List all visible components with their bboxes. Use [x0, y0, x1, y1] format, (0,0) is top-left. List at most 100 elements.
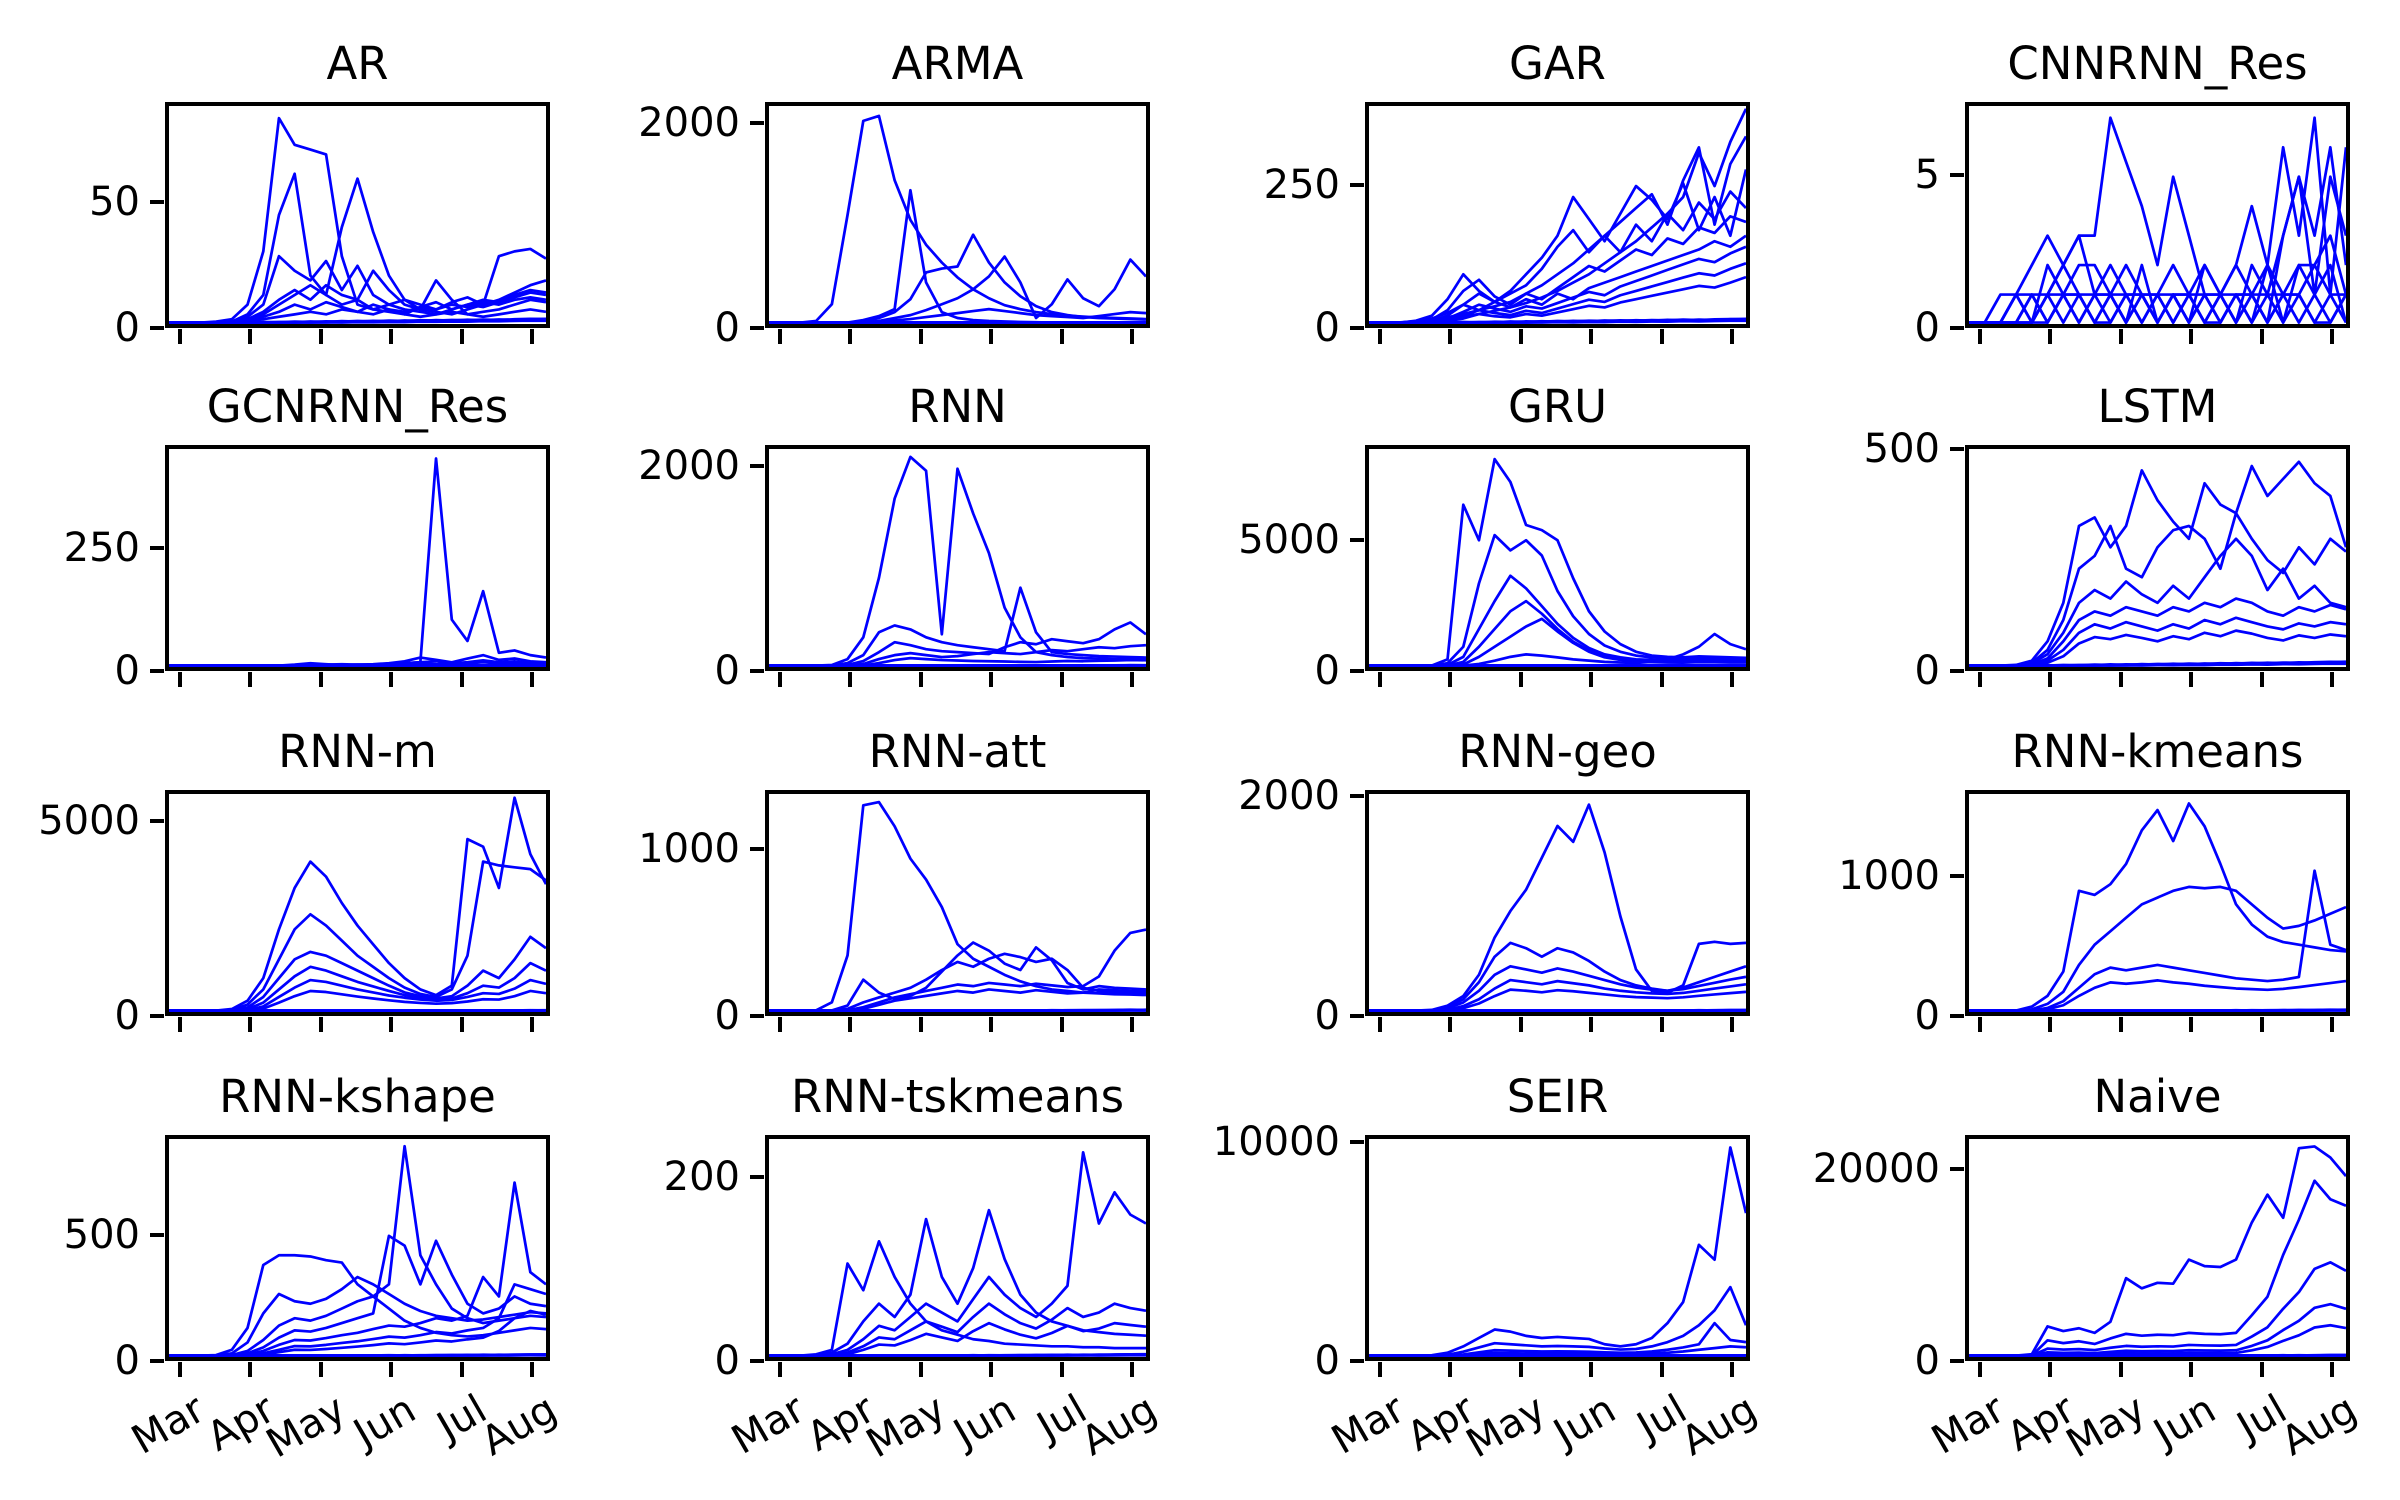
x-tick — [778, 1362, 782, 1377]
x-tick — [1730, 1017, 1735, 1032]
x-tick — [318, 1017, 323, 1032]
series-line — [1369, 1146, 1746, 1357]
series-line — [769, 941, 1146, 1012]
x-tick — [918, 1362, 923, 1377]
y-tick-label: 0 — [1914, 305, 1940, 351]
series-plot-naive — [1969, 1145, 2346, 1357]
subplot-title-lstm: LSTM — [2097, 380, 2218, 433]
x-tick — [1059, 329, 1064, 344]
series-plot-rnn-kmeans — [1969, 802, 2346, 1012]
series-line — [1369, 457, 1746, 667]
x-tick — [1059, 672, 1064, 687]
x-tick — [1659, 1362, 1664, 1377]
series-line — [169, 1181, 546, 1357]
x-tick — [1978, 1017, 1982, 1032]
y-tick — [1950, 1166, 1964, 1171]
y-tick — [1950, 1359, 1964, 1363]
series-line — [1969, 662, 2346, 667]
series-line — [169, 1275, 546, 1357]
series-line — [1969, 629, 2346, 667]
series-plot-rnn-att — [769, 800, 1146, 1012]
y-tick — [150, 546, 164, 551]
y-tick — [750, 463, 764, 468]
series-line — [1969, 1261, 2346, 1357]
y-tick — [150, 819, 164, 824]
y-tick — [150, 1014, 164, 1018]
x-tick — [2330, 1017, 2335, 1032]
x-tick — [389, 329, 394, 344]
series-line — [1969, 802, 2346, 1012]
x-tick — [848, 1362, 853, 1377]
x-tick — [178, 672, 182, 687]
series-plot-rnn-m — [169, 796, 546, 1012]
x-tick — [1978, 1362, 1982, 1377]
subplot-title-gcnrnn-res: GCNRNN_Res — [206, 380, 509, 433]
plot-area-gcnrnn-res — [165, 445, 550, 671]
x-tick — [1518, 1017, 1523, 1032]
x-tick — [778, 672, 782, 687]
y-tick-label: 5000 — [1238, 516, 1340, 563]
subplot-title-seir: SEIR — [1506, 1070, 1609, 1123]
subplot-title-rnn-kshape: RNN-kshape — [219, 1070, 496, 1123]
series-line — [169, 319, 546, 324]
x-tick — [2048, 329, 2053, 344]
y-tick — [750, 1014, 764, 1018]
series-plot-rnn-kshape — [169, 1144, 546, 1357]
y-tick-label: 250 — [1263, 161, 1340, 208]
series-line — [769, 586, 1146, 667]
x-tick — [178, 1362, 182, 1377]
subplot-title-rnn-geo: RNN-geo — [1458, 725, 1657, 778]
x-tick — [1589, 672, 1594, 687]
series-line — [1369, 190, 1746, 324]
series-plot-seir — [1369, 1146, 1746, 1357]
x-tick — [2118, 329, 2123, 344]
series-plot-gcnrnn-res — [169, 457, 546, 667]
y-tick — [1350, 537, 1364, 542]
series-line — [1969, 1179, 2346, 1357]
series-line — [1369, 215, 1746, 324]
subplot-title-gar: GAR — [1509, 37, 1606, 90]
subplot-title-cnnrnn-res: CNNRNN_Res — [2007, 37, 2308, 90]
x-tick — [1130, 1362, 1135, 1377]
x-tick — [1378, 329, 1382, 344]
y-tick-label: 0 — [1314, 305, 1340, 351]
plot-area-rnn-geo — [1365, 790, 1750, 1016]
y-tick — [150, 1359, 164, 1363]
y-tick — [1350, 182, 1364, 187]
y-tick — [150, 200, 164, 205]
x-tick — [2048, 672, 2053, 687]
x-tick — [2118, 1017, 2123, 1032]
y-tick — [1350, 326, 1364, 330]
x-tick — [2189, 672, 2194, 687]
x-tick — [778, 329, 782, 344]
series-line — [169, 796, 546, 1012]
y-tick-label: 10000 — [1212, 1118, 1340, 1165]
subplot-title-naive: Naive — [2093, 1070, 2222, 1123]
series-line — [1969, 979, 2346, 1012]
x-tick — [248, 329, 253, 344]
x-tick — [389, 1362, 394, 1377]
series-line — [769, 455, 1146, 667]
y-tick — [1350, 1359, 1364, 1363]
y-tick — [150, 1233, 164, 1238]
plot-area-rnn-kmeans — [1965, 790, 2350, 1016]
x-tick — [2330, 329, 2335, 344]
series-line — [1969, 460, 2346, 667]
x-tick — [2330, 672, 2335, 687]
y-tick-label: 0 — [1914, 1338, 1940, 1384]
series-line — [1969, 1302, 2346, 1357]
x-tick — [1448, 672, 1453, 687]
plot-area-ar — [165, 102, 550, 328]
plot-area-arma — [765, 102, 1150, 328]
y-tick-label: 0 — [114, 305, 140, 351]
x-tick — [1589, 1017, 1594, 1032]
y-tick-label: 50 — [89, 179, 140, 226]
series-line — [1969, 263, 2346, 324]
plot-area-rnn — [765, 445, 1150, 671]
x-tick — [459, 329, 464, 344]
x-tick — [1130, 1017, 1135, 1032]
x-tick — [530, 672, 535, 687]
x-tick — [1130, 672, 1135, 687]
x-tick — [248, 1017, 253, 1032]
x-tick — [2259, 329, 2264, 344]
